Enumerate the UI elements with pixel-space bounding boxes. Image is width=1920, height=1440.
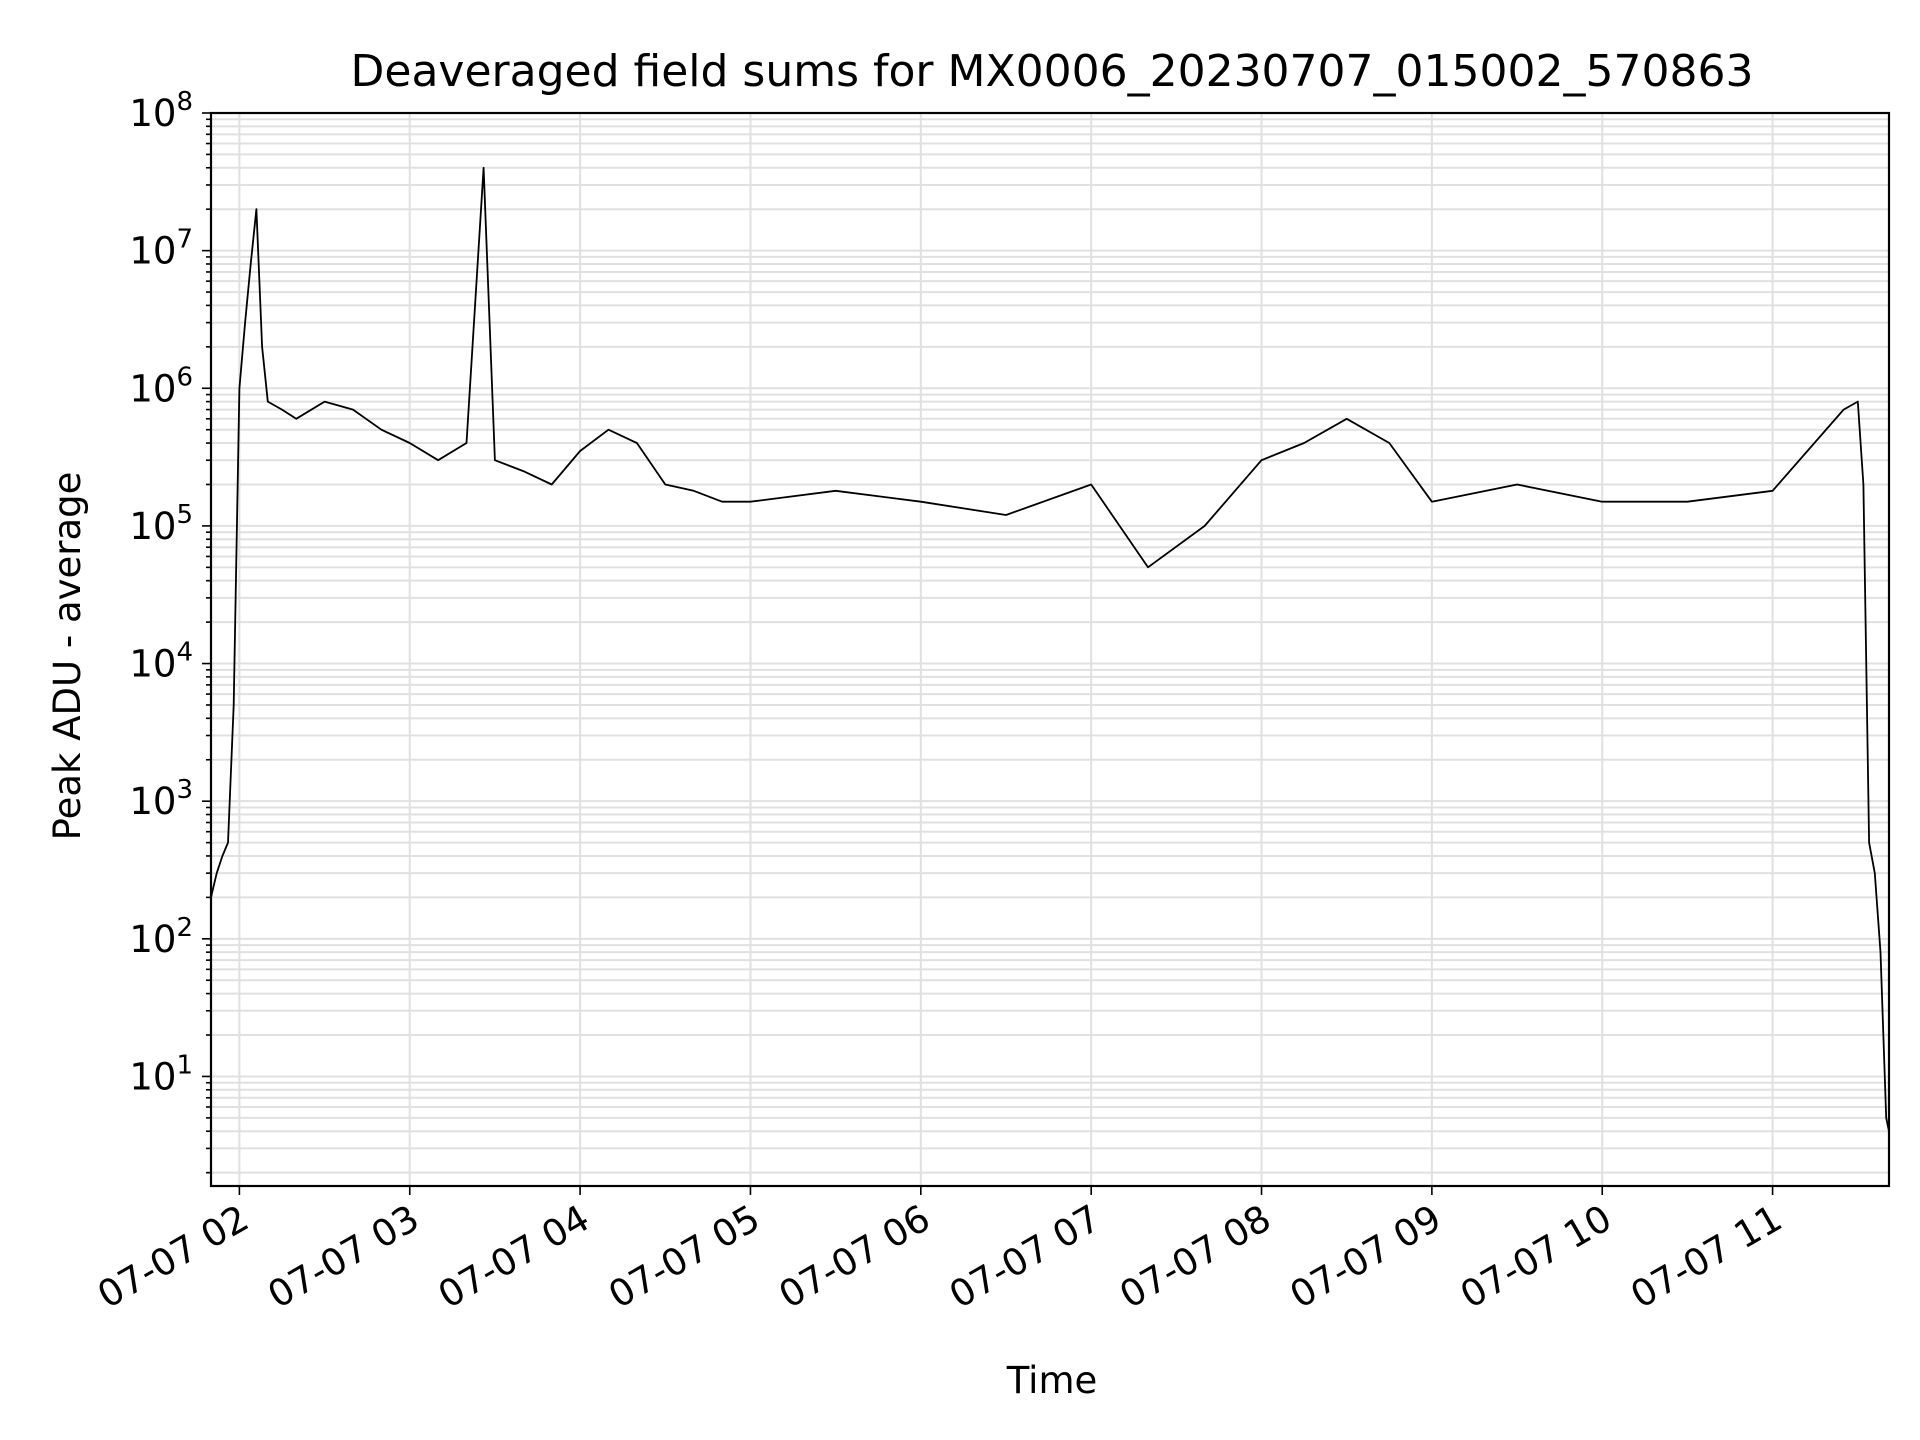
grid bbox=[211, 112, 1889, 1186]
y-tick-base: 10 bbox=[129, 918, 176, 961]
chart-title: Deaveraged field sums for MX0006_2023070… bbox=[351, 46, 1754, 97]
y-tick-label: 107 bbox=[129, 225, 193, 273]
y-tick-label: 106 bbox=[129, 362, 193, 410]
y-tick-exponent: 2 bbox=[176, 913, 193, 943]
y-tick-label: 101 bbox=[129, 1050, 193, 1098]
series-layer bbox=[210, 166, 1890, 1132]
y-tick-label: 105 bbox=[129, 500, 193, 548]
y-tick-base: 10 bbox=[129, 1055, 176, 1098]
y-tick-label: 102 bbox=[129, 913, 193, 961]
y-tick-label: 103 bbox=[129, 775, 193, 823]
x-axis-label: Time bbox=[1006, 1359, 1098, 1402]
y-tick-exponent: 1 bbox=[176, 1050, 193, 1080]
y-tick-exponent: 4 bbox=[176, 638, 193, 668]
y-tick-exponent: 3 bbox=[176, 775, 193, 805]
y-tick-base: 10 bbox=[129, 230, 176, 273]
y-tick-exponent: 8 bbox=[176, 87, 193, 117]
y-tick-base: 10 bbox=[129, 780, 176, 823]
y-tick-exponent: 5 bbox=[176, 500, 193, 530]
y-axis-label: Peak ADU - average bbox=[46, 472, 89, 841]
y-tick-base: 10 bbox=[129, 643, 176, 686]
plot-frame bbox=[209, 111, 1891, 1188]
y-tick-base: 10 bbox=[129, 367, 176, 410]
y-tick-exponent: 6 bbox=[176, 362, 193, 392]
series-line bbox=[210, 166, 1890, 1132]
y-tick-label: 108 bbox=[129, 87, 193, 135]
y-tick-label: 104 bbox=[129, 638, 193, 686]
y-tick-base: 10 bbox=[129, 505, 176, 548]
y-tick-exponent: 7 bbox=[176, 225, 193, 255]
y-tick-base: 10 bbox=[129, 92, 176, 135]
